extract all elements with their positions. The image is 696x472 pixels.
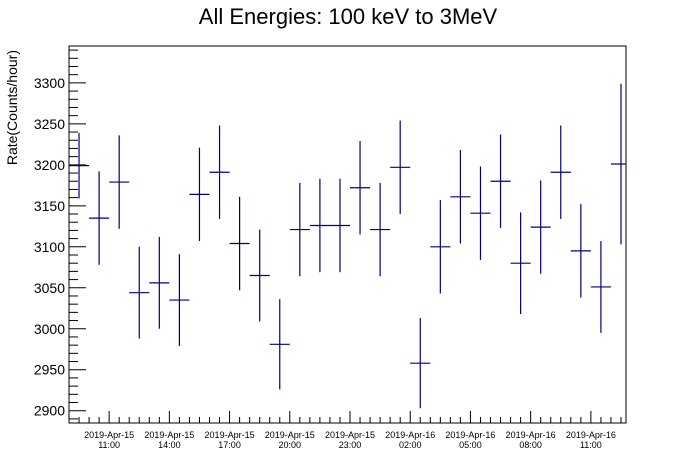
data-point [309, 178, 330, 273]
data-point [109, 135, 130, 229]
data-point [590, 241, 611, 333]
y-tick-label-3250: 3250 [34, 116, 65, 132]
plot-frame [68, 45, 627, 424]
x-tick-label-date: 2019-Apr-15 [325, 430, 375, 440]
x-tick-label-date: 2019-Apr-16 [566, 430, 616, 440]
chart-title: All Energies: 100 keV to 3MeV [199, 4, 498, 29]
data-point [149, 236, 170, 329]
x-tick-label-date: 2019-Apr-15 [205, 430, 255, 440]
y-tick-label-3050: 3050 [34, 280, 65, 296]
data-point [129, 246, 150, 339]
data-point [289, 182, 310, 277]
data-point [209, 125, 230, 219]
data-point [249, 229, 270, 322]
x-tick-label-date: 2019-Apr-16 [385, 430, 435, 440]
data-point [390, 120, 411, 215]
y-tick-label-3100: 3100 [34, 239, 65, 255]
data-point [450, 150, 471, 244]
data-point [189, 147, 210, 242]
x-tick-label-date: 2019-Apr-15 [265, 430, 315, 440]
x-tick-label-time: 23:00 [339, 440, 362, 450]
x-tick-label-time: 14:00 [158, 440, 181, 450]
data-point [69, 132, 90, 199]
y-tick-label-3150: 3150 [34, 198, 65, 214]
data-point [329, 178, 351, 273]
data-point [269, 299, 290, 390]
y-tick-label-2950: 2950 [34, 362, 65, 378]
x-axis: 2019-Apr-1511:002019-Apr-1514:002019-Apr… [68, 411, 622, 450]
x-tick-label-date: 2019-Apr-16 [445, 430, 495, 440]
x-tick-label-date: 2019-Apr-16 [506, 430, 556, 440]
y-tick-label-3000: 3000 [34, 321, 65, 337]
y-axis-label: Rate(Counts/hour) [4, 50, 20, 165]
data-points [69, 83, 626, 409]
x-tick-label-date: 2019-Apr-15 [84, 430, 134, 440]
data-point [610, 83, 626, 245]
y-axis: 2900 2950 3000 3050 3100 3150 3200 3250 3300 [34, 49, 86, 420]
data-point [89, 171, 110, 265]
data-point [570, 204, 591, 298]
y-tick-label-2900: 2900 [34, 403, 65, 419]
x-tick-label-time: 11:00 [580, 440, 602, 450]
data-point [490, 134, 511, 228]
x-tick-label-time: 05:00 [459, 440, 482, 450]
data-point [410, 318, 431, 409]
data-point [370, 182, 391, 277]
x-tick-label-time: 20:00 [279, 440, 302, 450]
y-tick-label-3200: 3200 [34, 157, 65, 173]
x-tick-label-time: 11:00 [98, 440, 120, 450]
data-point [229, 196, 250, 291]
data-point [550, 125, 571, 219]
x-tick-label-time: 17:00 [218, 440, 241, 450]
data-point [530, 180, 551, 274]
data-point [510, 212, 531, 314]
x-tick-label-date: 2019-Apr-15 [144, 430, 194, 440]
x-tick-label-time: 02:00 [399, 440, 422, 450]
y-tick-label-3300: 3300 [34, 75, 65, 91]
data-point [430, 200, 451, 294]
data-point [350, 141, 371, 235]
x-tick-label-time: 08:00 [519, 440, 542, 450]
data-point [169, 254, 190, 346]
data-point [470, 166, 491, 260]
